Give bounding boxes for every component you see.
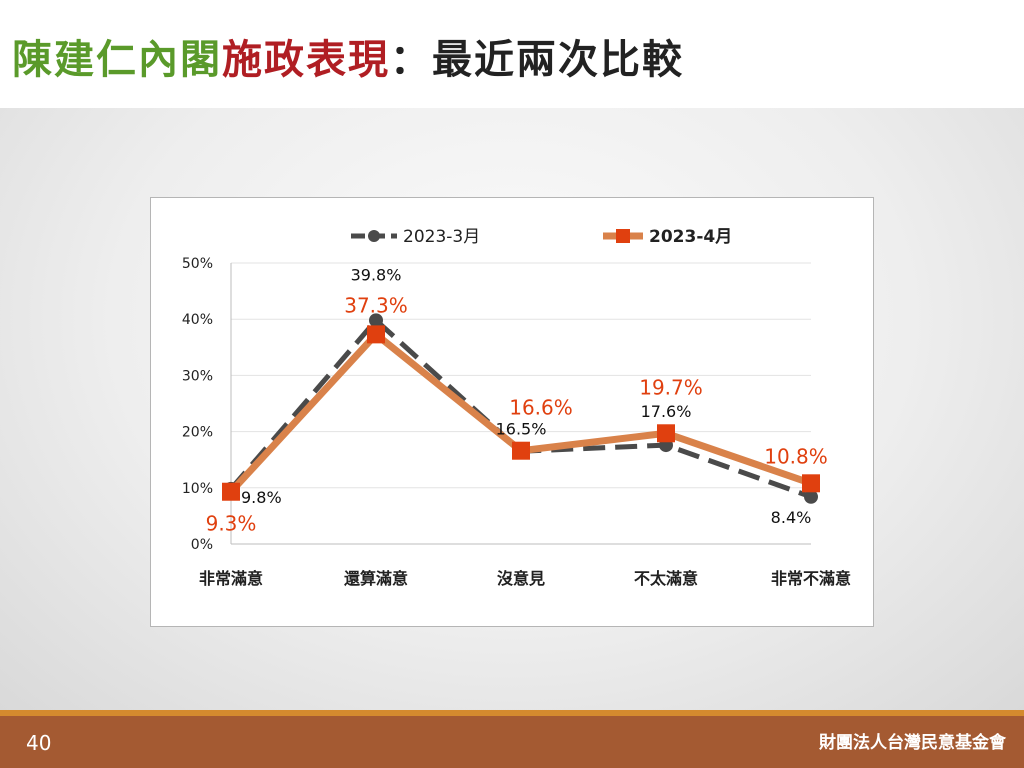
series-point-2023-april [512,441,530,460]
x-tick-label: 非常滿意 [199,569,263,588]
data-label-2023-march: 8.4% [771,508,812,527]
data-label-2023-april: 19.7% [639,375,703,399]
y-tick-label: 20% [182,425,213,441]
data-label-2023-april: 10.8% [764,444,828,468]
line-chart-svg: 0% 10% 20% 30% 40% 50% 非常滿意 還算滿意 沒意見 不太滿意 非常不滿意 9.8… [182,227,851,588]
title-part-performance: 施政表現 [222,37,390,83]
y-tick-label: 40% [182,312,213,328]
title-part-cabinet: 陳建仁內閣 [12,37,222,83]
y-tick-label: 50% [182,256,213,272]
data-label-2023-march: 16.5% [496,419,547,438]
x-tick-label: 不太滿意 [634,569,698,588]
series-point-2023-april [222,482,240,501]
footer-accent-line [0,710,1024,716]
footer-bar: 40 財團法人台灣民意基金會 [0,716,1024,768]
page-number: 40 [26,731,52,755]
legend-label-2023-april: 2023-4月 [649,227,732,247]
x-tick-label: 還算滿意 [344,569,408,588]
legend-label-2023-march: 2023-3月 [403,227,480,247]
legend-marker-2023-april [616,229,630,243]
data-label-2023-april: 9.3% [206,512,257,536]
series-point-2023-april [657,424,675,443]
data-label-2023-march: 17.6% [641,402,692,421]
legend-marker-2023-march [368,230,380,242]
data-label-2023-april: 16.6% [509,396,573,420]
title-part-comparison: ：最近兩次比較 [390,37,684,83]
y-tick-label: 30% [182,368,213,384]
data-label-2023-march: 39.8% [351,265,402,284]
series-point-2023-april [367,325,385,344]
x-tick-label: 非常不滿意 [771,569,851,588]
series-point-2023-march [804,489,818,504]
y-tick-label: 10% [182,481,213,497]
series-point-2023-march [369,313,383,328]
series-point-2023-april [802,474,820,493]
y-tick-label: 0% [191,537,213,553]
data-label-2023-march: 9.8% [241,488,282,507]
slide-title: 陳建仁內閣施政表現：最近兩次比較 [12,30,684,90]
data-label-2023-april: 37.3% [344,293,408,317]
line-chart: 0% 10% 20% 30% 40% 50% 非常滿意 還算滿意 沒意見 不太滿意 非常不滿意 9.8… [150,197,874,627]
x-tick-label: 沒意見 [497,569,545,588]
organization-name: 財團法人台灣民意基金會 [819,733,1006,753]
